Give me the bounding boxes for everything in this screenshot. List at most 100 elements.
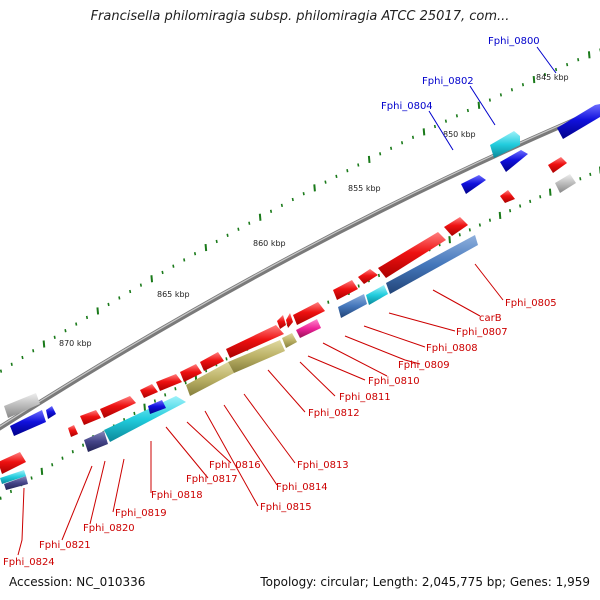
gene-red-0812b[interactable]	[286, 313, 293, 328]
outer-tick-36	[379, 152, 382, 156]
inner-tick-45	[448, 236, 451, 244]
inner-tick-6	[51, 463, 54, 467]
outer-tick-ring	[0, 48, 600, 373]
tick-label-870: 870 kbp	[59, 339, 92, 348]
outer-tick-19	[193, 252, 197, 256]
gene-red-0805a[interactable]	[444, 217, 468, 236]
outer-tick-22	[226, 233, 229, 237]
gene-fphi-0800[interactable]	[557, 104, 600, 139]
gene-cyan-0808[interactable]	[366, 285, 388, 305]
outer-tick-32	[335, 174, 338, 179]
gene-blue-0817[interactable]	[148, 400, 166, 414]
label-fphi-0821: Fphi_0821	[39, 540, 91, 551]
inner-tick-2	[9, 489, 13, 494]
gene-red-top-a[interactable]	[548, 157, 567, 173]
gene-red-0819[interactable]	[68, 425, 78, 437]
gene-steel-0809[interactable]	[338, 294, 367, 318]
accession-text: Accession: NC_010336	[9, 575, 146, 589]
gene-red-0815[interactable]	[156, 374, 182, 391]
gene-olive-0813[interactable]	[228, 340, 285, 373]
outer-tick-26	[269, 209, 273, 213]
inner-tick-33	[327, 300, 330, 304]
label-fphi-0811: Fphi_0811	[339, 392, 391, 403]
label-fphi-0804: Fphi_0804	[381, 101, 433, 112]
outer-tick-49	[521, 82, 525, 87]
outer-tick-15	[150, 275, 154, 283]
outer-tick-53	[566, 62, 569, 67]
gene-fphi-0802[interactable]	[490, 131, 520, 158]
outer-tick-27	[280, 203, 283, 208]
gene-blue-left[interactable]	[10, 410, 46, 436]
gene-red-0807[interactable]	[358, 269, 378, 284]
gene-red-0812a[interactable]	[277, 315, 286, 329]
gene-olive-0810[interactable]	[282, 333, 297, 348]
outer-tick-52	[554, 67, 558, 72]
inner-tick-15	[143, 403, 146, 411]
gene-red-0811[interactable]	[226, 325, 284, 358]
gene-olive-0814[interactable]	[186, 362, 234, 396]
outer-tick-7	[64, 328, 67, 333]
gene-red-0808[interactable]	[333, 280, 358, 300]
gene-navy-0824[interactable]	[4, 476, 28, 490]
outer-tick-4	[32, 349, 35, 353]
inner-tick-17	[164, 393, 167, 397]
gene-gray-top[interactable]	[555, 174, 576, 193]
upper-feature-track	[4, 104, 600, 436]
inner-tick-18	[174, 387, 177, 391]
inner-tick-48	[478, 223, 481, 227]
outer-tick-30	[313, 184, 316, 192]
gene-red-0824[interactable]	[0, 452, 26, 474]
tick-label-860: 860 kbp	[253, 239, 286, 248]
outer-tick-25	[258, 213, 262, 221]
outer-tick-51	[543, 72, 547, 77]
inner-tick-16	[153, 399, 157, 403]
outer-tick-37	[390, 146, 393, 150]
gene-gray-left[interactable]	[4, 393, 40, 418]
outer-tick-50	[532, 76, 536, 84]
inner-tick-52	[519, 204, 522, 208]
gene-red-0812c[interactable]	[293, 302, 325, 325]
gene-red-0817[interactable]	[100, 396, 136, 418]
gene-red-0818[interactable]	[80, 410, 101, 425]
outer-tick-42	[444, 119, 448, 123]
outer-tick-17	[172, 264, 175, 268]
inner-tick-38	[377, 273, 381, 278]
gene-fphi-0802b[interactable]	[500, 150, 528, 172]
gene-red-0805b[interactable]	[378, 232, 446, 278]
gene-red-0816[interactable]	[140, 384, 158, 398]
outer-tick-12	[118, 296, 121, 300]
outer-tick-6	[53, 335, 56, 339]
inner-tick-50	[498, 211, 502, 220]
gene-cyan-0824[interactable]	[0, 470, 26, 484]
gene-magenta-0812[interactable]	[296, 319, 321, 338]
inner-tick-1	[0, 496, 2, 500]
scale-labels: 845 kbp 850 kbp 855 kbp 860 kbp 865 kbp …	[59, 73, 569, 348]
gene-blue-left-b[interactable]	[46, 406, 56, 419]
gene-fphi-0804[interactable]	[461, 175, 486, 194]
outer-tick-38	[400, 141, 404, 145]
outer-tick-13	[129, 289, 132, 294]
outer-tick-39	[411, 135, 415, 139]
gene-red-0814[interactable]	[180, 364, 202, 382]
inner-tick-51	[508, 209, 512, 213]
label-fphi-0815: Fphi_0815	[260, 502, 312, 513]
outer-tick-44	[466, 108, 469, 113]
inner-tick-47	[468, 228, 471, 232]
label-fphi-0819: Fphi_0819	[115, 508, 167, 519]
inner-tick-4	[30, 476, 33, 480]
inner-tick-19	[184, 381, 187, 385]
gene-red-top-b[interactable]	[500, 190, 515, 203]
lower-feature-track	[0, 217, 478, 490]
gene-red-0813[interactable]	[200, 352, 224, 371]
label-fphi-0816: Fphi_0816	[209, 460, 261, 471]
gene-steel-carb[interactable]	[386, 235, 478, 294]
outer-tick-55	[587, 51, 591, 59]
gene-navy-0820[interactable]	[84, 431, 108, 452]
inner-tick-14	[133, 411, 136, 416]
chromosome-backbone	[0, 106, 600, 431]
inner-tick-55	[548, 188, 552, 196]
label-fphi-0812: Fphi_0812	[308, 408, 360, 419]
tick-label-850: 850 kbp	[443, 130, 476, 139]
